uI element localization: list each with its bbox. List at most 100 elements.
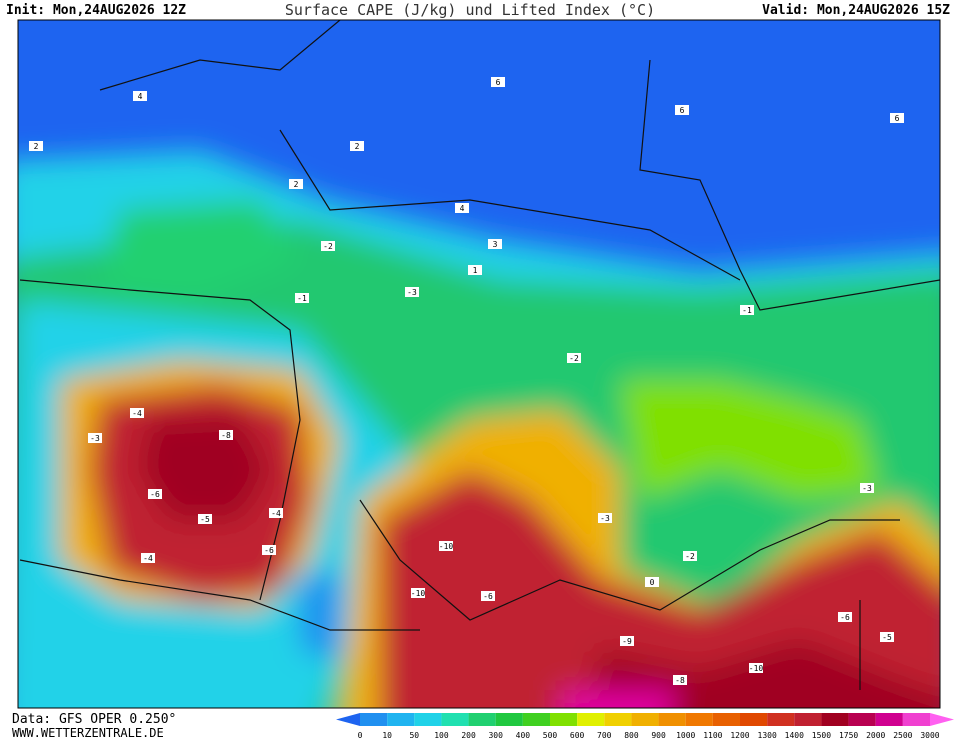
colorbar-arrow-low [336,713,360,726]
colorbar-label: 2000 [866,731,885,740]
lifted-index-label: -2 [685,552,695,561]
colorbar-box [712,713,740,726]
lifted-index-label: 4 [460,204,465,213]
label-box [262,545,276,555]
label-box [321,241,335,251]
lifted-index-label: -9 [622,637,632,646]
label-box [645,577,659,587]
lifted-index-label: -1 [297,294,307,303]
colorbar-label: 400 [516,731,531,740]
colorbar-label: 3000 [920,731,939,740]
colorbar-label: 1000 [676,731,695,740]
label-box [468,265,482,275]
label-box [675,105,689,115]
label-box [740,305,754,315]
colorbar-box [767,713,795,726]
colorbar-label: 50 [409,731,419,740]
website: WWW.WETTERZENTRALE.DE [12,726,164,740]
label-box [411,588,425,598]
lifted-index-label: 0 [650,578,655,587]
colorbar-label: 1500 [812,731,831,740]
colorbar-box [685,713,713,726]
colorbar-box [794,713,822,726]
colorbar-box [441,713,469,726]
colorbar-box [522,713,550,726]
colorbar-box [360,713,388,726]
label-box [405,287,419,297]
label-box [455,203,469,213]
lifted-index-label: -3 [600,514,610,523]
label-box [130,408,144,418]
lifted-index-label: -10 [749,664,764,673]
label-box [481,591,495,601]
colorbar-label: 300 [488,731,503,740]
label-box [890,113,904,123]
lifted-index-label: -6 [483,592,493,601]
label-box [567,353,581,363]
colorbar-label: 2500 [893,731,912,740]
lifted-index-label: -4 [271,509,281,518]
colorbar-label: 1750 [839,731,858,740]
lifted-index-label: -3 [407,288,417,297]
label-box [491,77,505,87]
valid-time: Valid: Mon,24AUG2026 15Z [762,3,950,18]
colorbar-label: 600 [570,731,585,740]
colorbar-box [414,713,442,726]
colorbar-label: 500 [543,731,558,740]
lifted-index-label: 3 [493,240,498,249]
colorbar-box [848,713,876,726]
colorbar-box [495,713,523,726]
lifted-index-label: 2 [294,180,299,189]
colorbar: 0 10 50 100 200 300 400 500 600 700 800 900 1000 1100… [336,713,954,740]
colorbar-box [550,713,578,726]
label-box [880,632,894,642]
label-box [29,141,43,151]
init-time: Init: Mon,24AUG2026 12Z [6,3,186,18]
colorbar-box [468,713,496,726]
colorbar-label: 1300 [758,731,777,740]
lifted-index-label: -6 [150,490,160,499]
colorbar-label: 1200 [730,731,749,740]
label-box [683,551,697,561]
label-box [598,513,612,523]
colorbar-box [577,713,605,726]
colorbar-arrow-high [930,713,954,726]
lifted-index-label: 6 [496,78,501,87]
colorbar-label: 800 [624,731,639,740]
label-box [749,663,763,673]
lifted-index-label: -3 [90,434,100,443]
label-box [673,675,687,685]
label-box [148,489,162,499]
lifted-index-label: 2 [355,142,360,151]
label-box [289,179,303,189]
label-box [350,141,364,151]
label-box [141,553,155,563]
lifted-index-label: -8 [221,431,231,440]
label-box [838,612,852,622]
label-box [133,91,147,101]
colorbar-label: 10 [382,731,392,740]
title: Surface CAPE (J/kg) und Lifted Index (°C… [285,1,655,19]
colorbar-label: 1100 [703,731,722,740]
lifted-index-label: -4 [132,409,142,418]
label-box [295,293,309,303]
lifted-index-label: -10 [411,589,426,598]
lifted-index-label: -6 [264,546,274,555]
colorbar-box [740,713,768,726]
lifted-index-label: -2 [569,354,579,363]
colorbar-label: 700 [597,731,612,740]
colorbar-box [658,713,686,726]
lifted-index-label: -5 [200,515,210,524]
lifted-index-label: -3 [862,484,872,493]
lifted-index-label: 6 [895,114,900,123]
colorbar-box [875,713,903,726]
label-box [219,430,233,440]
label-box [439,541,453,551]
lifted-index-label: 2 [34,142,39,151]
label-box [269,508,283,518]
lifted-index-label: 4 [138,92,143,101]
lifted-index-label: 1 [473,266,478,275]
